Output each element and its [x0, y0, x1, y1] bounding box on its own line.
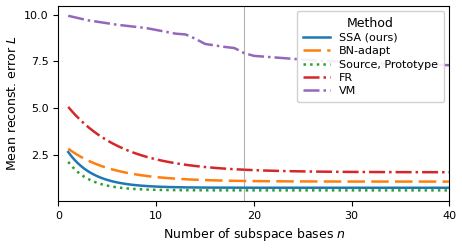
VM — [320, 59, 325, 62]
VM — [163, 30, 169, 33]
VM — [114, 23, 120, 26]
SSA (ours) — [66, 151, 71, 154]
BN-adapt — [249, 180, 254, 183]
Source, Prototype — [249, 189, 254, 192]
SSA (ours) — [378, 186, 383, 189]
VM — [104, 22, 110, 25]
X-axis label: Number of subspace bases $n$: Number of subspace bases $n$ — [163, 226, 345, 244]
VM — [378, 62, 384, 65]
VM — [75, 16, 81, 19]
VM — [339, 60, 345, 63]
VM — [193, 37, 198, 40]
FR — [378, 171, 383, 174]
VM — [271, 56, 276, 59]
BN-adapt — [247, 180, 252, 183]
SSA (ours) — [292, 186, 298, 189]
VM — [202, 42, 208, 45]
BN-adapt — [447, 180, 452, 183]
VM — [124, 24, 130, 27]
VM — [66, 14, 71, 17]
VM — [231, 47, 237, 50]
FR — [247, 169, 252, 172]
FR — [438, 171, 443, 174]
VM — [447, 64, 452, 67]
VM — [388, 62, 394, 65]
SSA (ours) — [438, 186, 443, 189]
VM — [329, 60, 335, 63]
Line: BN-adapt: BN-adapt — [68, 149, 450, 182]
FR — [66, 105, 71, 108]
VM — [280, 57, 286, 60]
FR — [292, 170, 298, 173]
Y-axis label: Mean reconst. error $L$: Mean reconst. error $L$ — [6, 36, 18, 171]
BN-adapt — [292, 180, 298, 183]
VM — [183, 33, 188, 36]
FR — [249, 169, 254, 172]
VM — [173, 32, 178, 35]
Source, Prototype — [447, 189, 452, 192]
VM — [368, 62, 374, 64]
VM — [144, 27, 149, 30]
FR — [447, 171, 452, 174]
Line: SSA (ours): SSA (ours) — [68, 152, 450, 188]
VM — [212, 44, 218, 47]
Source, Prototype — [66, 160, 71, 163]
Line: Source, Prototype: Source, Prototype — [68, 162, 450, 190]
Legend: SSA (ours), BN-adapt, Source, Prototype, FR, VM: SSA (ours), BN-adapt, Source, Prototype,… — [297, 11, 444, 102]
VM — [398, 63, 403, 66]
BN-adapt — [378, 180, 383, 183]
VM — [261, 55, 267, 58]
VM — [417, 63, 423, 66]
VM — [134, 25, 140, 28]
VM — [359, 61, 364, 64]
Source, Prototype — [247, 189, 252, 192]
Line: FR: FR — [68, 107, 450, 172]
Source, Prototype — [438, 189, 443, 192]
BN-adapt — [272, 180, 277, 183]
BN-adapt — [66, 147, 71, 150]
VM — [290, 57, 296, 60]
VM — [241, 52, 247, 55]
Source, Prototype — [292, 189, 298, 192]
VM — [222, 45, 227, 48]
SSA (ours) — [272, 186, 277, 189]
Line: VM: VM — [68, 16, 450, 65]
VM — [407, 63, 413, 66]
VM — [310, 59, 316, 62]
FR — [272, 169, 277, 172]
VM — [349, 61, 354, 64]
SSA (ours) — [447, 186, 452, 189]
SSA (ours) — [247, 186, 252, 189]
VM — [85, 19, 91, 22]
VM — [153, 28, 159, 31]
VM — [427, 63, 432, 66]
VM — [300, 58, 305, 61]
SSA (ours) — [249, 186, 254, 189]
VM — [437, 63, 443, 66]
VM — [95, 20, 100, 23]
Source, Prototype — [378, 189, 383, 192]
Source, Prototype — [272, 189, 277, 192]
BN-adapt — [438, 180, 443, 183]
VM — [251, 54, 257, 57]
